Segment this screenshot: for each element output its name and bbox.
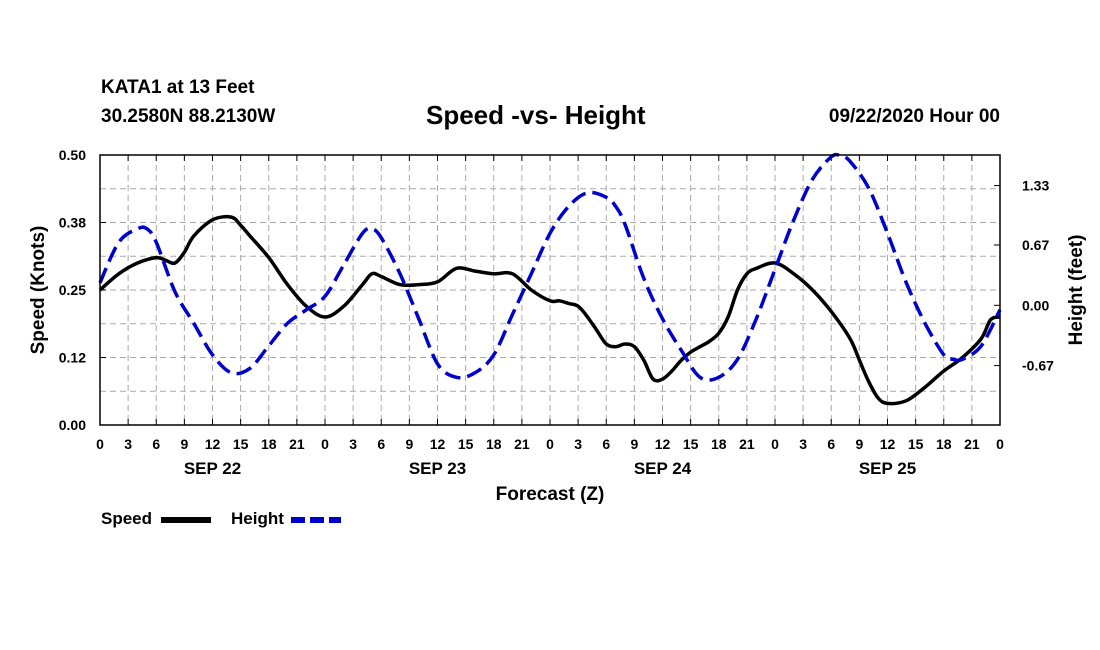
day-label: SEP 24 xyxy=(634,459,692,478)
x-tick-label: 21 xyxy=(739,436,755,452)
speed-series-line xyxy=(98,214,1001,406)
x-tick-label: 0 xyxy=(96,436,104,452)
x-tick-label: 3 xyxy=(349,436,357,452)
x-tick-label: 6 xyxy=(827,436,835,452)
y-axis-label: Speed (Knots) xyxy=(28,226,49,355)
x-tick-label: 0 xyxy=(321,436,329,452)
x-tick-label: 12 xyxy=(655,436,671,452)
x-tick-label: 9 xyxy=(855,436,863,452)
x-tick-label: 18 xyxy=(711,436,727,452)
y2-tick-label: 1.33 xyxy=(1022,178,1049,194)
y-tick-labels: 0.00 0.12 0.25 0.38 0.50 xyxy=(59,147,86,433)
x-tick-label: 3 xyxy=(799,436,807,452)
x-tick-label: 6 xyxy=(602,436,610,452)
x-tick-label: 0 xyxy=(771,436,779,452)
x-tick-label: 21 xyxy=(514,436,530,452)
height-series-line xyxy=(98,152,1002,382)
x-tick-label: 12 xyxy=(430,436,446,452)
forecast-timestamp: 09/22/2020 Hour 00 xyxy=(828,106,1000,127)
day-label: SEP 25 xyxy=(859,459,916,478)
x-tick-label: 18 xyxy=(261,436,277,452)
series-lines xyxy=(98,152,1002,406)
x-tick-label: 9 xyxy=(630,436,638,452)
y2-tick-label: -0.67 xyxy=(1022,358,1054,374)
station-coordinates: 30.2580N 88.2130W xyxy=(101,106,276,127)
x-tick-label: 6 xyxy=(377,436,385,452)
x-tick-label: 21 xyxy=(964,436,980,452)
x-tick-label: 15 xyxy=(458,436,474,452)
plot-frame xyxy=(99,154,1001,426)
x-tick-label: 18 xyxy=(486,436,502,452)
day-labels: SEP 22 SEP 23 SEP 24 SEP 25 xyxy=(184,459,916,478)
grid-lines xyxy=(100,155,1000,425)
x-tick-label: 6 xyxy=(152,436,160,452)
day-label: SEP 22 xyxy=(184,459,241,478)
x-tick-label: 21 xyxy=(289,436,305,452)
y-tick-label: 0.00 xyxy=(59,417,86,433)
x-axis-label: Forecast (Z) xyxy=(496,484,605,505)
chart-title: Speed -vs- Height xyxy=(426,100,646,130)
x-tick-label: 9 xyxy=(405,436,413,452)
day-label: SEP 23 xyxy=(409,459,466,478)
y2-tick-label: 0.67 xyxy=(1022,237,1049,253)
y2-tick-label: 0.00 xyxy=(1022,297,1049,313)
x-tick-label: 0 xyxy=(996,436,1004,452)
y-tick-label: 0.25 xyxy=(59,282,86,298)
y2-axis-label: Height (feet) xyxy=(1066,235,1087,346)
x-tick-label: 3 xyxy=(574,436,582,452)
y2-tick-labels: -0.67 0.00 0.67 1.33 xyxy=(1022,178,1054,374)
y-tick-label: 0.50 xyxy=(59,147,86,163)
x-tick-labels: 0 3 6 9 12 15 18 21 0 3 6 9 12 15 18 21 0 3 6 9 12 15 18 21 0 3 6 9… xyxy=(96,436,1004,452)
x-tick-label: 18 xyxy=(936,436,952,452)
x-tick-label: 15 xyxy=(683,436,699,452)
station-name: KATA1 at 13 Feet xyxy=(101,77,255,98)
x-tick-label: 12 xyxy=(205,436,221,452)
x-tick-label: 0 xyxy=(546,436,554,452)
x-tick-label: 15 xyxy=(233,436,249,452)
x-tick-label: 15 xyxy=(908,436,924,452)
x-tick-label: 12 xyxy=(880,436,896,452)
legend-height-label: Height xyxy=(231,509,284,528)
x-tick-label: 9 xyxy=(180,436,188,452)
y-tick-label: 0.12 xyxy=(59,350,86,366)
legend-speed-label: Speed xyxy=(101,509,153,528)
y-tick-label: 0.38 xyxy=(59,215,86,231)
x-tick-label: 3 xyxy=(124,436,132,452)
